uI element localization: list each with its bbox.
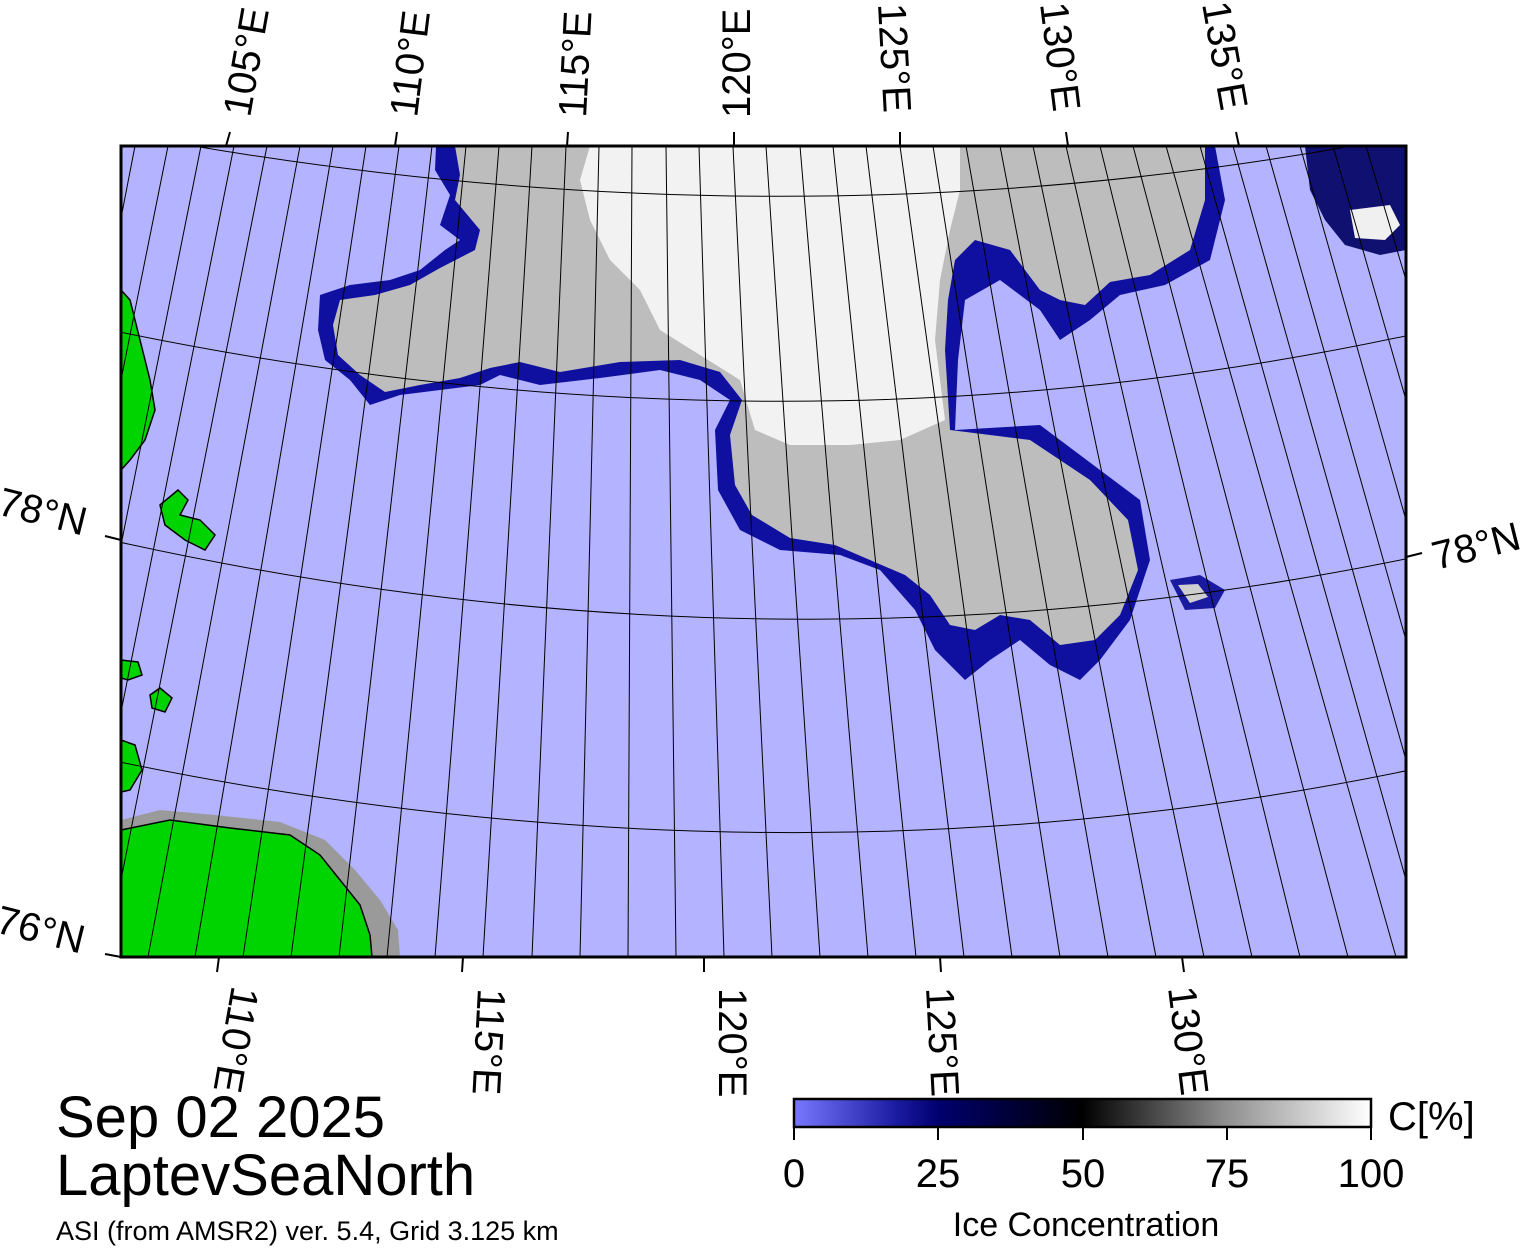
top-longitude-labels: 105°E 110°E 115°E 120°E 125°E 130°E 135°…: [216, 0, 1256, 120]
colorbar-tick-labels: 0 25 50 75 100: [783, 1152, 1405, 1196]
map-area: [121, 146, 1406, 957]
island-small-3: [121, 659, 143, 681]
bottom-lon-label: 115°E: [463, 988, 513, 1097]
colorbar-axis-label: Ice Concentration: [953, 1206, 1220, 1244]
source-label: ASI (from AMSR2) ver. 5.4, Grid 3.125 km: [56, 1216, 559, 1246]
ice-floe-east-inner: [1178, 584, 1208, 603]
island-small-1: [159, 488, 216, 551]
bottom-longitude-labels: 110°E 115°E 120°E 125°E 130°E: [205, 983, 1216, 1097]
top-lon-label: 105°E: [216, 4, 278, 119]
top-lon-label: 110°E: [382, 8, 439, 119]
map-frame: [119, 144, 1408, 959]
island-west-lower: [121, 739, 143, 793]
bottom-lon-label: 120°E: [710, 988, 754, 1097]
map-ticks: [104, 131, 1423, 973]
top-lon-label: 130°E: [1031, 0, 1088, 114]
right-lat-label-78: 78°N: [1428, 514, 1525, 578]
bottom-lon-label: 110°E: [205, 983, 267, 1095]
top-lon-label: 115°E: [551, 10, 601, 119]
left-lat-label-78: 78°N: [0, 480, 91, 544]
graticule-parallels: [121, 146, 1406, 834]
top-lon-label: 125°E: [869, 2, 919, 114]
colorbar-tick-label: 0: [783, 1152, 805, 1196]
bottom-lon-label: 125°E: [917, 986, 967, 1098]
colorbar-tick-label: 25: [916, 1152, 961, 1196]
bottom-lon-label: 130°E: [1159, 984, 1216, 1098]
island-west-upper: [121, 288, 156, 472]
colorbar-unit-label: C[%]: [1388, 1095, 1475, 1139]
top-lon-label: 135°E: [1193, 0, 1255, 113]
colorbar-tick-label: 100: [1338, 1152, 1405, 1196]
left-lat-label-76: 76°N: [0, 898, 89, 962]
colorbar-tick-label: 75: [1205, 1152, 1250, 1196]
top-lon-label: 120°E: [715, 9, 759, 118]
date-label: Sep 02 2025: [56, 1085, 385, 1150]
mainland-taimyr: [121, 819, 373, 957]
ice-floe-northeast: [1350, 205, 1400, 240]
graticule-meridians: [121, 146, 1406, 957]
colorbar-ticks: [793, 1127, 1372, 1140]
colorbar: [792, 1097, 1373, 1129]
colorbar-tick-label: 50: [1061, 1152, 1106, 1196]
ice-pack-core: [580, 146, 960, 445]
region-label: LaptevSeaNorth: [56, 1143, 476, 1208]
